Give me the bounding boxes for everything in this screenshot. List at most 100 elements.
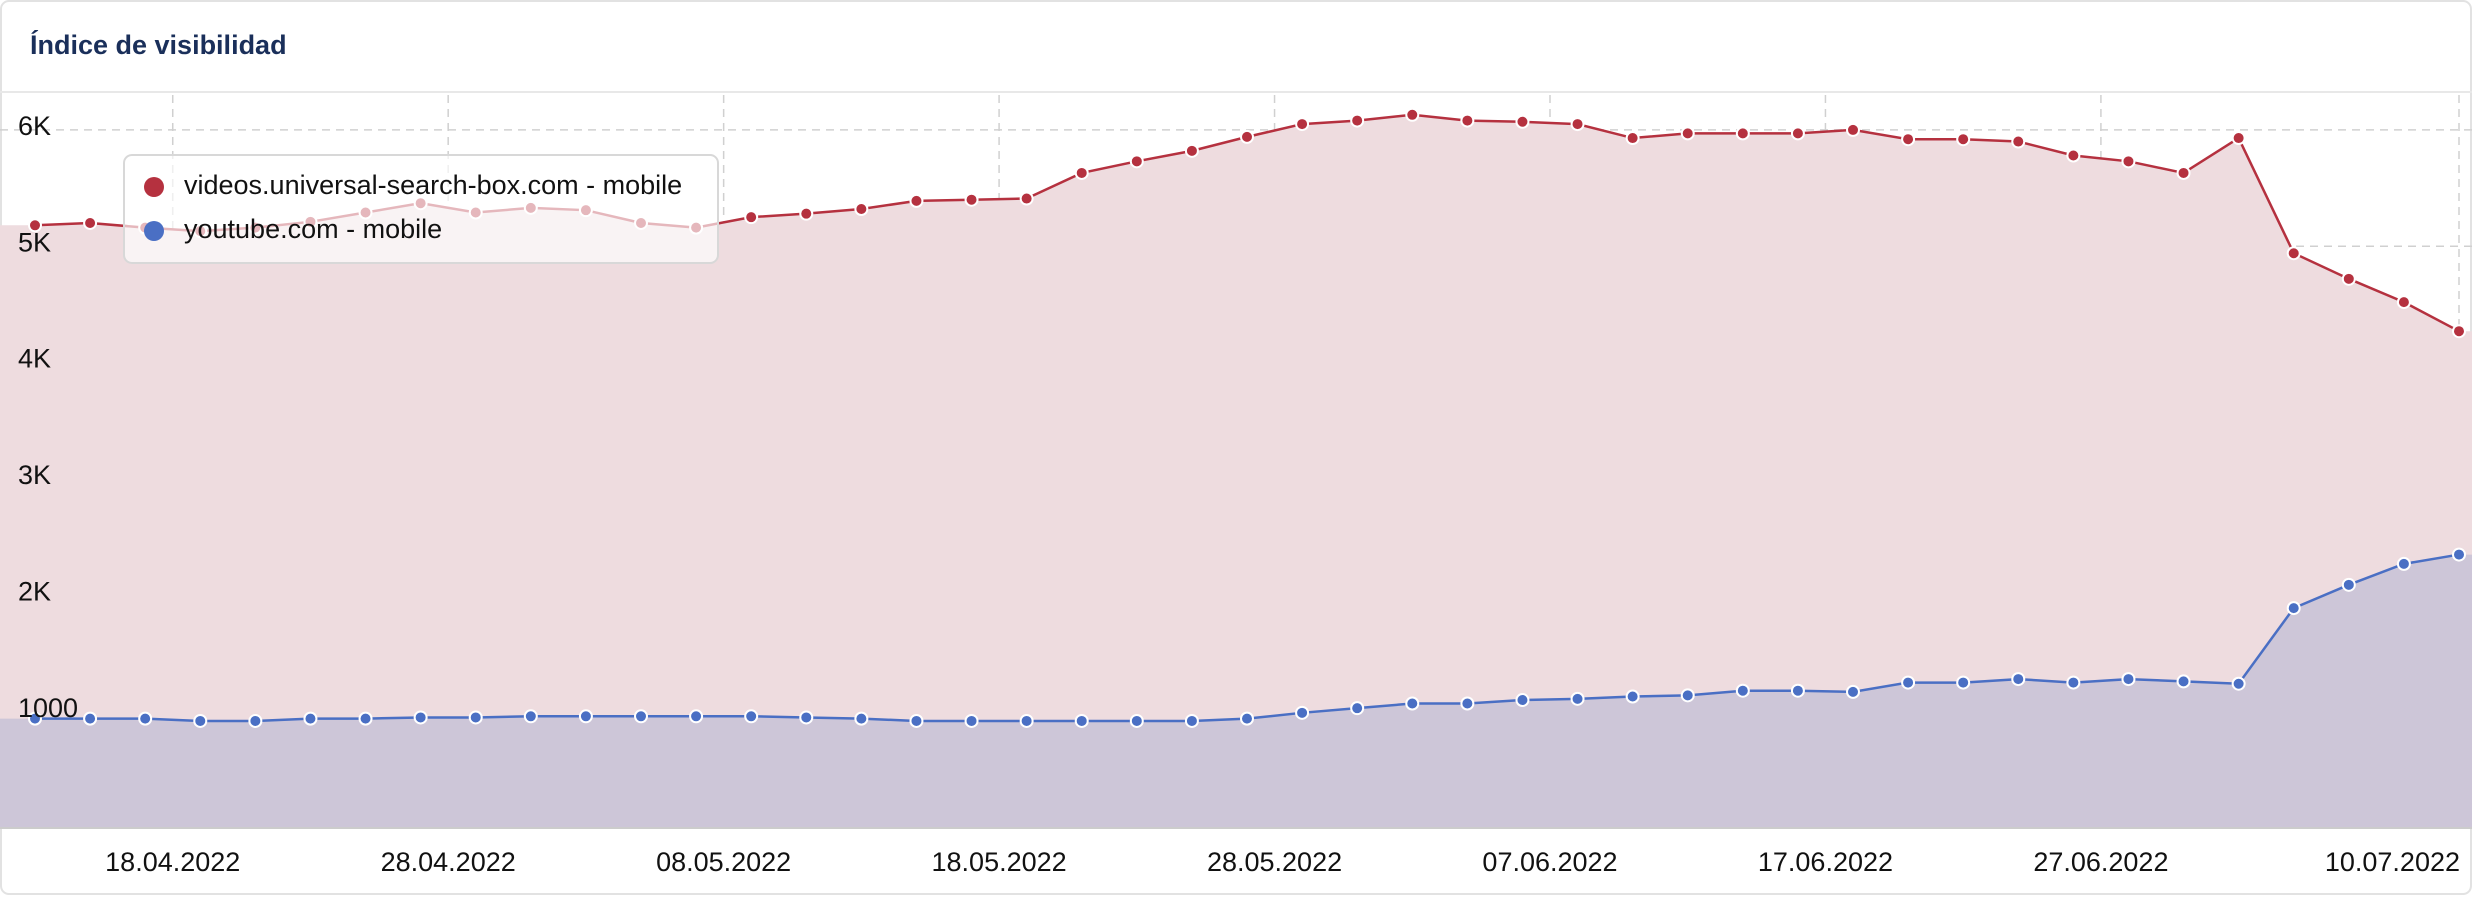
- x-tick-label: 28.04.2022: [381, 847, 516, 877]
- point: [248, 713, 263, 728]
- point: [193, 713, 208, 728]
- series-area: [0, 554, 2472, 828]
- y-tick-label: 2K: [18, 576, 51, 606]
- point: [1735, 683, 1750, 698]
- y-tick-label: 3K: [18, 460, 51, 490]
- x-tick-label: 18.04.2022: [105, 847, 240, 877]
- legend-box: [123, 154, 719, 264]
- x-tick-label: 10.07.2022: [2325, 847, 2460, 877]
- x-tick-label: 27.06.2022: [2033, 847, 2168, 877]
- y-tick-label: 6K: [18, 111, 51, 141]
- point: [523, 709, 538, 724]
- point: [2176, 165, 2191, 180]
- series-area: [0, 114, 2472, 829]
- point: [1240, 711, 1254, 726]
- point: [1790, 126, 1805, 141]
- point: [909, 713, 924, 728]
- point: [1680, 126, 1695, 141]
- y-tick-label: 1000: [18, 693, 78, 723]
- point: [28, 218, 42, 233]
- point: [2121, 154, 2136, 169]
- point: [1901, 675, 1916, 690]
- point: [634, 709, 648, 724]
- plot: 1000 2K 3K 4K 5K 6K 18.04.2022 28.04.2022 08.05.…: [0, 95, 2472, 877]
- point: [1405, 107, 1420, 122]
- point: [1846, 684, 1860, 699]
- point: [1295, 117, 1310, 132]
- point: [1184, 713, 1199, 728]
- point: [2121, 672, 2136, 687]
- x-tick-label: 07.06.2022: [1482, 847, 1617, 877]
- point: [83, 215, 98, 230]
- point: [964, 192, 979, 207]
- y-tick-label: 4K: [18, 344, 51, 374]
- point: [1570, 691, 1585, 706]
- point: [1460, 113, 1475, 128]
- x-tick-label: 17.06.2022: [1758, 847, 1893, 877]
- point: [468, 710, 483, 725]
- point: [2231, 676, 2246, 691]
- x-tick-label: 28.05.2022: [1207, 847, 1342, 877]
- point: [1184, 143, 1199, 158]
- point: [2286, 246, 2301, 261]
- point: [799, 710, 814, 725]
- point: [2396, 295, 2411, 310]
- point: [2452, 324, 2466, 339]
- point: [1074, 713, 1089, 728]
- point: [2011, 672, 2026, 687]
- point: [1019, 713, 1034, 728]
- point: [1680, 688, 1695, 703]
- point: [744, 709, 759, 724]
- point: [2011, 134, 2026, 149]
- point: [909, 193, 924, 208]
- point: [1625, 689, 1640, 704]
- point: [1129, 154, 1144, 169]
- point: [1515, 693, 1530, 708]
- x-tick-label: 18.05.2022: [932, 847, 1067, 877]
- point: [689, 709, 704, 724]
- point: [1240, 129, 1254, 144]
- legend-swatch: [144, 177, 164, 197]
- point: [578, 709, 593, 724]
- y-tick-label: 5K: [18, 227, 51, 257]
- point: [1129, 713, 1144, 728]
- point: [1515, 114, 1530, 129]
- point: [1460, 696, 1475, 711]
- point: [854, 202, 869, 217]
- point: [358, 711, 373, 726]
- point: [2341, 271, 2356, 286]
- point: [1350, 701, 1365, 716]
- point: [1295, 705, 1310, 720]
- point: [1350, 113, 1365, 128]
- point: [1625, 131, 1640, 146]
- point: [1570, 117, 1585, 132]
- point: [744, 210, 759, 225]
- point: [1019, 191, 1034, 206]
- point: [854, 711, 869, 726]
- point: [1074, 165, 1089, 180]
- point: [413, 710, 428, 725]
- legend-label: videos.universal-search-box.com - mobile: [184, 170, 682, 200]
- point: [83, 711, 98, 726]
- x-tick-label: 08.05.2022: [656, 847, 791, 877]
- point: [2176, 674, 2191, 689]
- point: [2066, 675, 2081, 690]
- point: [28, 711, 42, 726]
- point: [2341, 577, 2356, 592]
- point: [1405, 696, 1420, 711]
- point: [1956, 132, 1971, 147]
- point: [799, 206, 814, 221]
- point: [1901, 132, 1916, 147]
- point: [2066, 148, 2081, 163]
- point: [2231, 131, 2246, 146]
- point: [2286, 601, 2301, 616]
- legend: videos.universal-search-box.com - mobile…: [123, 154, 719, 264]
- point: [1846, 122, 1860, 137]
- point: [1956, 675, 1971, 690]
- point: [303, 711, 318, 726]
- legend-label: youtube.com - mobile: [184, 214, 442, 244]
- point: [1790, 683, 1805, 698]
- point: [2396, 556, 2411, 571]
